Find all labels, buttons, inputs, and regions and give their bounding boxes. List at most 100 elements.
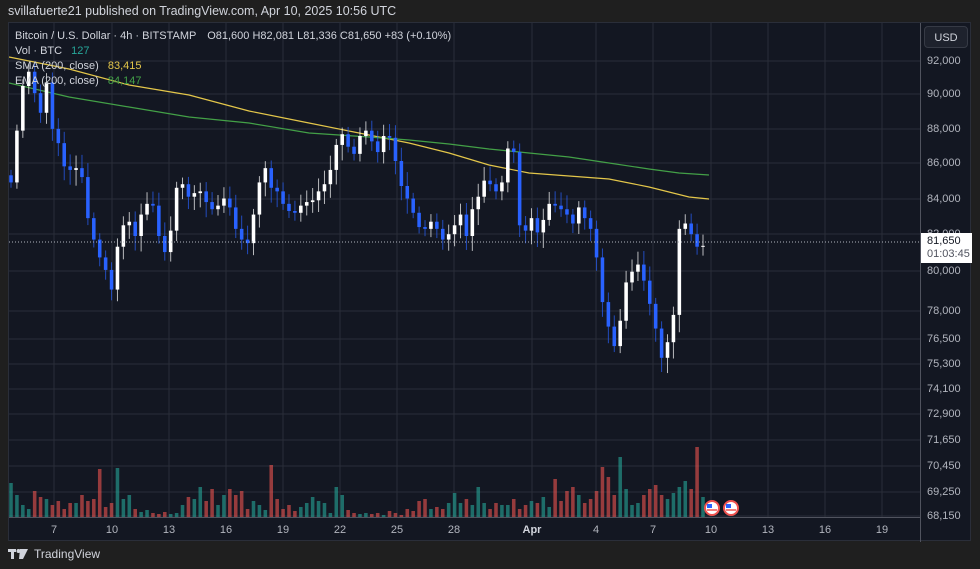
candle [636,264,640,272]
candle [9,175,13,183]
volume-bar [500,505,504,517]
volume-bar [352,513,356,517]
candle [80,168,84,178]
price-tick-label: 86,000 [927,157,961,169]
price-axis[interactable]: 92,00090,00088,00086,00084,00082,00080,0… [920,23,972,542]
volume-bar [269,465,274,517]
candle [476,196,481,210]
symbol-legend-row[interactable]: Bitcoin / U.S. Dollar · 4h · BITSTAMP O8… [15,29,451,44]
candle [594,228,599,258]
time-tick-label: 19 [875,524,889,536]
volume-bar [671,493,676,517]
sma-value: 83,415 [107,60,142,72]
volume-bar [287,505,291,517]
time-tick-label: 10 [105,524,119,536]
time-tick-label: 16 [219,524,233,536]
price-tick-label: 78,000 [927,305,961,317]
volume-bar [92,499,96,517]
candle [523,225,528,231]
candle [695,234,699,247]
volume-legend-row[interactable]: Vol · BTC 127 [15,44,451,59]
volume-bar [612,495,617,517]
volume-bar [494,503,498,517]
candle [233,207,238,229]
candle [74,168,78,170]
candle [642,264,646,281]
tradingview-logo-icon [8,548,28,560]
volume-bar [210,489,214,517]
candle [198,191,203,194]
price-tick-label: 75,300 [927,358,961,370]
volume-bar [174,513,179,517]
volume-bar [701,497,705,517]
volume-bar [659,495,664,517]
candle [553,203,557,206]
ema-200-line [9,82,710,176]
candle [92,218,96,240]
volume-bar [582,503,587,517]
volume-bar [600,467,605,517]
candle [62,143,67,167]
candle [204,191,208,203]
candle [346,134,350,147]
candle [334,144,339,170]
price-tick-label: 84,000 [927,193,961,205]
volume-bar [618,457,622,517]
candle [103,257,108,270]
volume-bar [364,513,368,517]
volume-bar [411,511,415,517]
volume-bar [370,514,374,517]
candle [180,184,185,188]
volume-bar [636,503,640,517]
time-tick-label: 10 [704,524,718,536]
candle [606,302,611,327]
volume-bar [192,499,197,517]
volume-bar [476,487,481,517]
candle [482,180,486,197]
volume-bar [233,495,238,517]
candle [174,187,179,231]
sma-legend-row[interactable]: SMA (200, close) 83,415 [15,59,451,74]
candle [464,214,469,236]
volume-bar [62,509,67,517]
candle [588,218,593,229]
candle [157,205,161,236]
volume-bar [328,513,333,517]
candle [151,203,155,206]
volume-bar [293,511,297,517]
volume-bar [239,491,244,517]
price-tick-label: 72,900 [927,408,961,420]
volume-bar [653,485,658,517]
currency-button[interactable]: USD [924,26,968,48]
candle [186,184,191,197]
volume-bar [393,513,398,517]
volume-bar [594,491,599,517]
candle [647,280,652,304]
candle [358,136,362,154]
candle [68,166,72,170]
candlestick-chart [9,23,920,517]
time-axis[interactable]: 7 10 13 16 19 22 25 28 Apr 4 7 10 13 16 19 [9,517,920,542]
volume-bar [399,515,404,517]
candle [364,130,368,136]
volume-bar [435,507,439,517]
candle [559,205,563,210]
volume-bar [251,501,256,517]
candle [500,182,504,192]
volume-bar [630,505,634,517]
volume-bar [145,510,149,517]
chart-plot-area[interactable]: Bitcoin / U.S. Dollar · 4h · BITSTAMP O8… [9,23,920,517]
candle [582,207,587,219]
candle [535,218,540,233]
candle [370,130,374,142]
symbol-title: Bitcoin / U.S. Dollar · 4h · BITSTAMP [15,30,197,42]
volume-bar [429,509,433,517]
volume-bar [529,501,534,517]
candle [44,82,49,113]
volume-bar [275,499,279,517]
volume-bar [677,487,682,517]
ema-legend-row[interactable]: EMA (200, close) 84,147 [15,74,451,89]
volume-bar [647,489,652,517]
volume-bar [665,499,670,517]
volume-bar [127,495,132,517]
